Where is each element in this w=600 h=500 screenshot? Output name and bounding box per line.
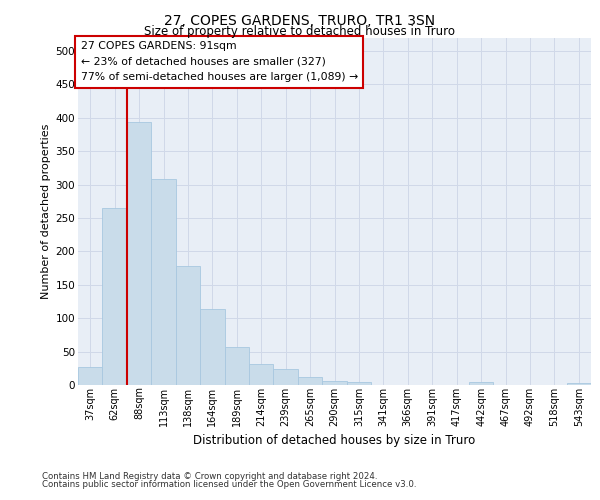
Bar	[469, 382, 493, 385]
Bar	[103, 208, 127, 385]
Text: 27 COPES GARDENS: 91sqm
← 23% of detached houses are smaller (327)
77% of semi-d: 27 COPES GARDENS: 91sqm ← 23% of detache…	[80, 41, 358, 82]
Y-axis label: Number of detached properties: Number of detached properties	[41, 124, 52, 299]
Text: Contains HM Land Registry data © Crown copyright and database right 2024.: Contains HM Land Registry data © Crown c…	[42, 472, 377, 481]
Bar	[249, 364, 274, 385]
Bar	[176, 266, 200, 385]
Bar	[322, 381, 347, 385]
Bar	[566, 383, 591, 385]
Text: Size of property relative to detached houses in Truro: Size of property relative to detached ho…	[145, 25, 455, 38]
Bar	[298, 377, 322, 385]
Bar	[200, 310, 224, 385]
Bar	[151, 179, 176, 385]
Bar	[127, 122, 151, 385]
Text: 27, COPES GARDENS, TRURO, TR1 3SN: 27, COPES GARDENS, TRURO, TR1 3SN	[164, 14, 436, 28]
Bar	[347, 382, 371, 385]
Text: Contains public sector information licensed under the Open Government Licence v3: Contains public sector information licen…	[42, 480, 416, 489]
Bar	[274, 369, 298, 385]
X-axis label: Distribution of detached houses by size in Truro: Distribution of detached houses by size …	[193, 434, 476, 447]
Bar	[78, 367, 103, 385]
Bar	[224, 347, 249, 385]
